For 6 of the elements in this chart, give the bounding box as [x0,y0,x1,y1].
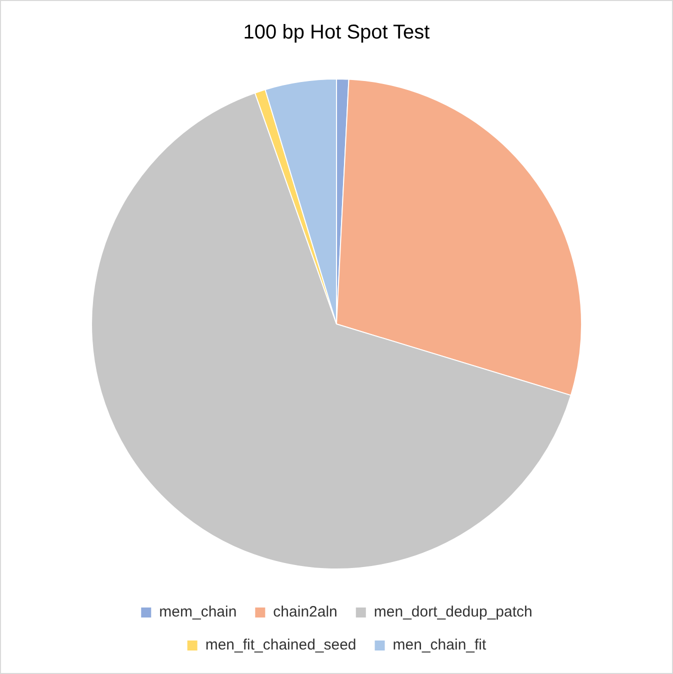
legend-label: mem_chain [159,604,237,621]
chart-title: 100 bp Hot Spot Test [243,22,430,44]
legend-label: men_chain_fit [392,636,487,654]
legend-label: men_fit_chained_seed [205,636,356,654]
legend-label: chain2aln [273,604,338,621]
legend-label: men_dort_dedup_patch [374,604,532,621]
